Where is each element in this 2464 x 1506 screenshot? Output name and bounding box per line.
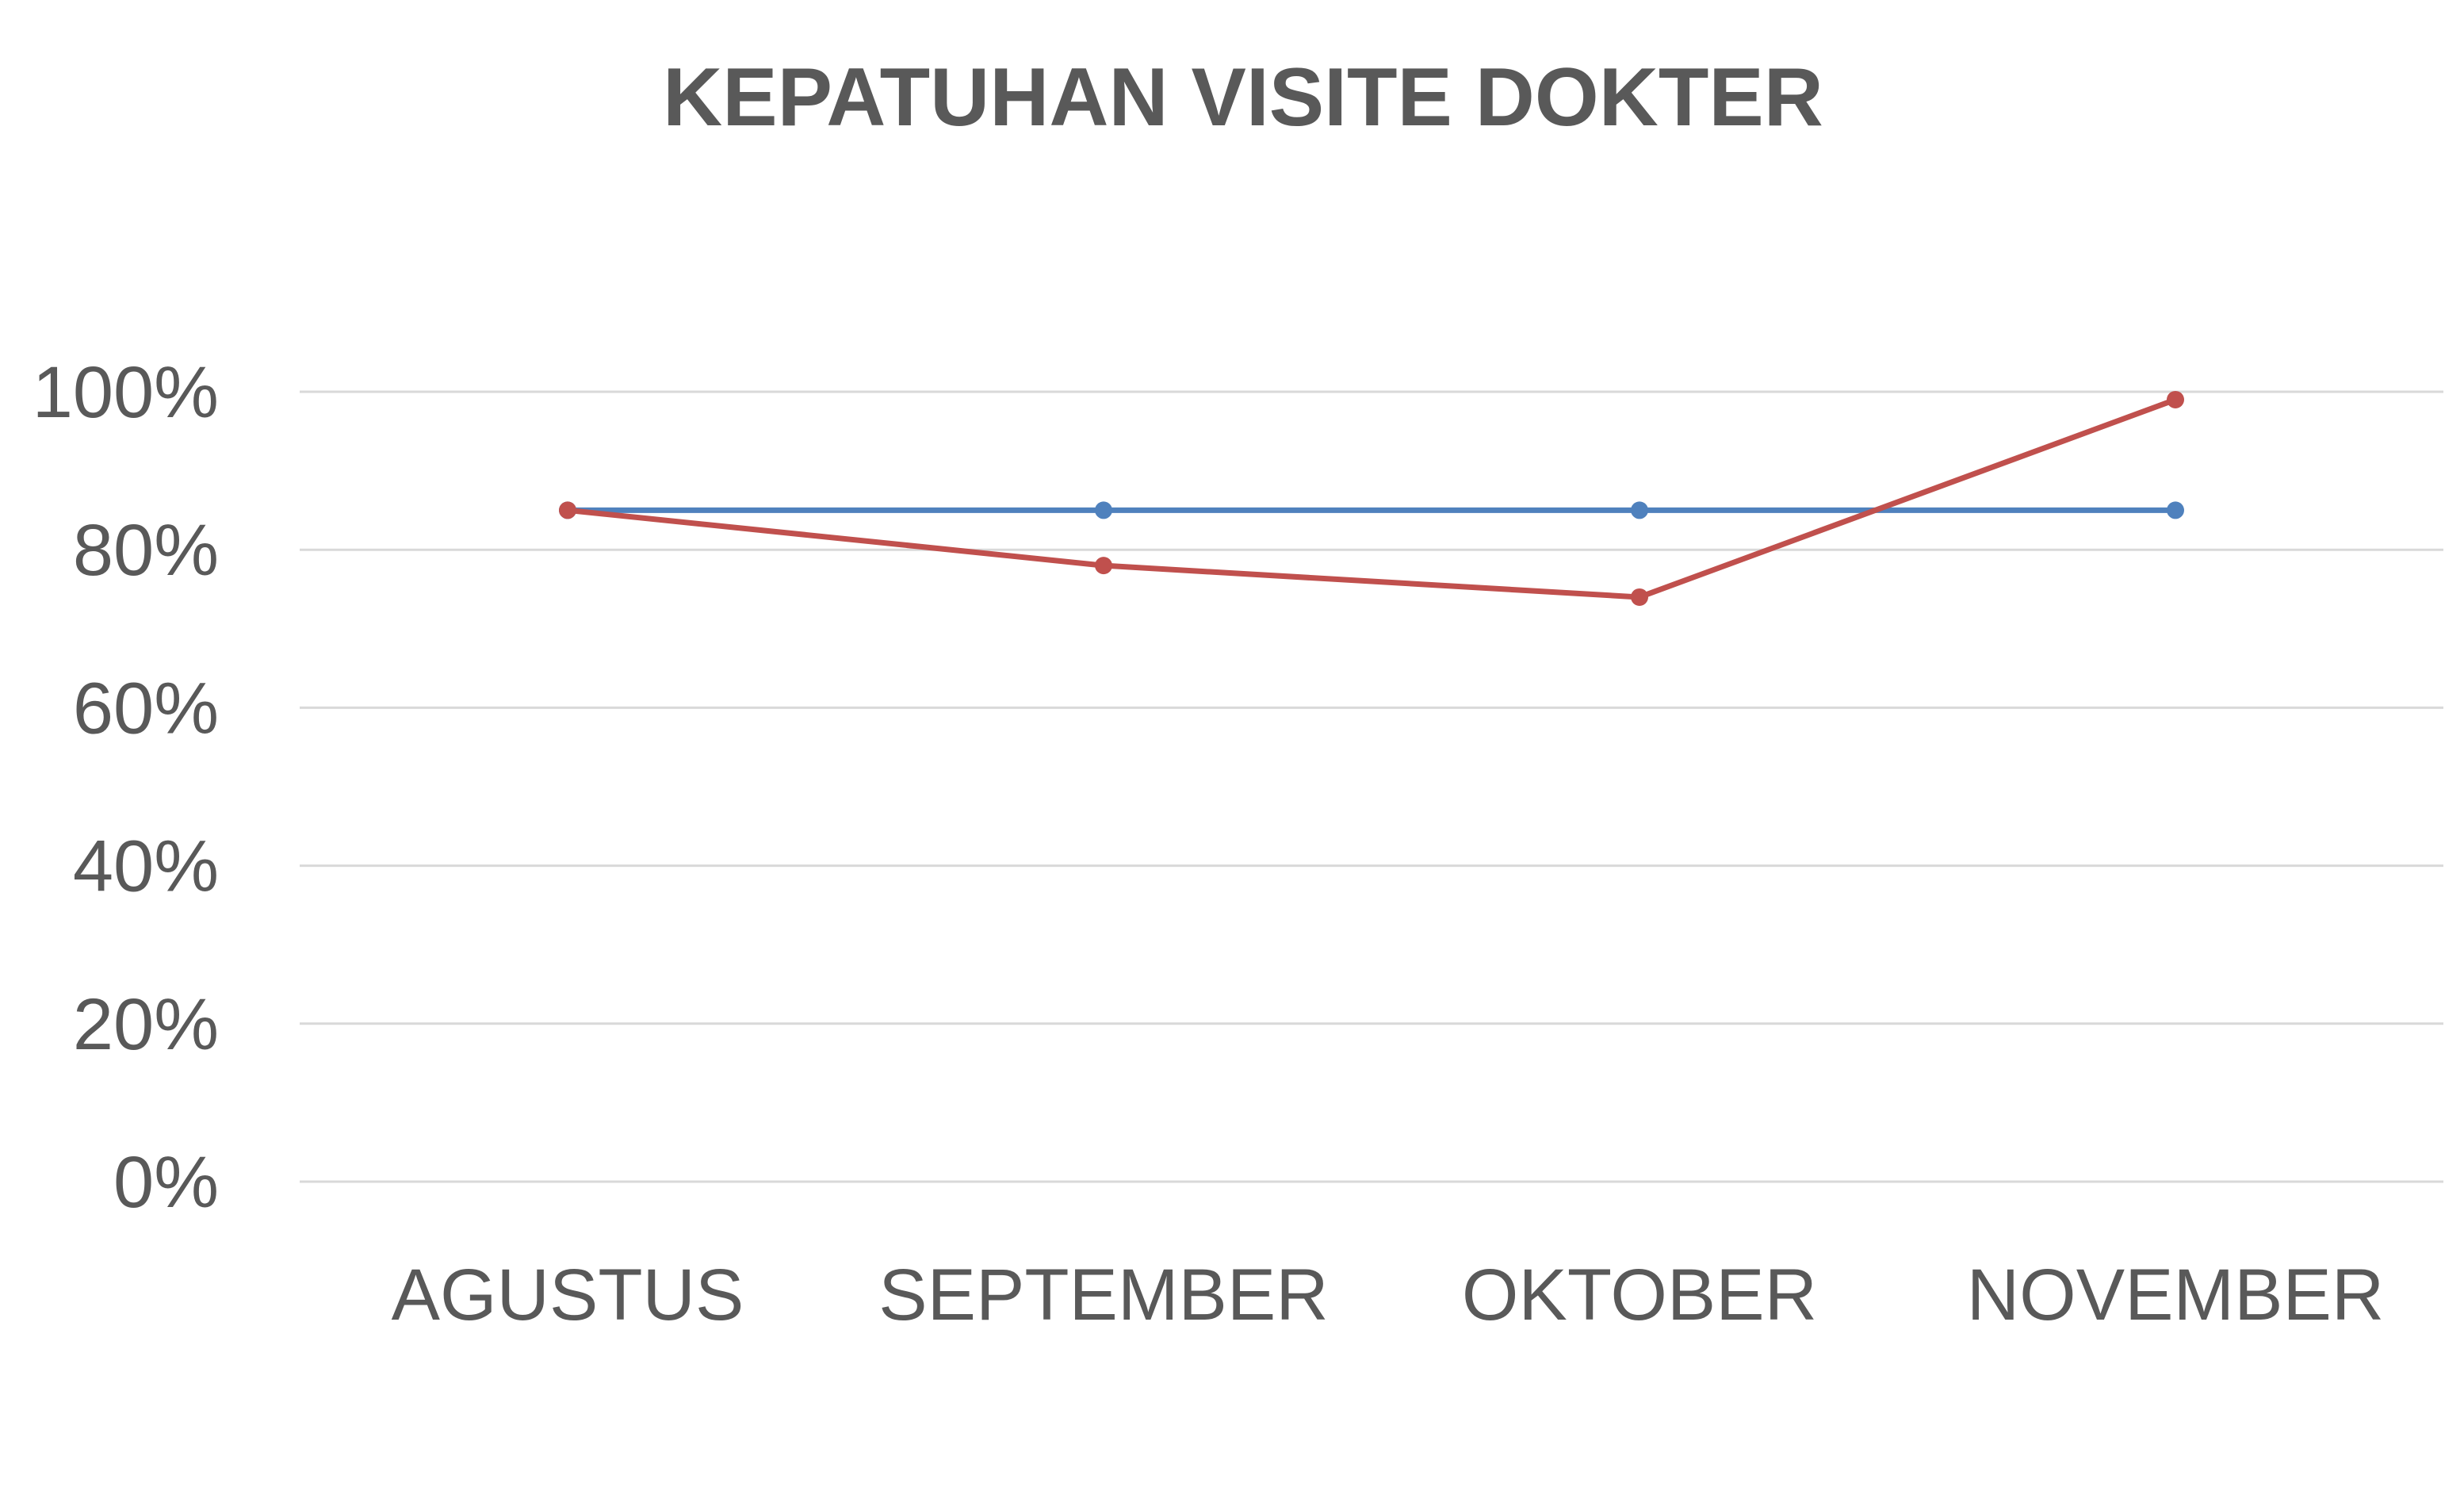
series-2-point (1095, 557, 1112, 575)
y-tick-label: 100% (33, 352, 219, 433)
series-2-point (2167, 390, 2184, 408)
y-tick-label: 40% (73, 826, 219, 907)
chart-title: KEPATUHAN VISITE DOKTER (663, 52, 1823, 144)
series-1-point (1095, 501, 1112, 519)
y-tick-label: 60% (73, 668, 219, 749)
y-tick-label: 80% (73, 510, 219, 591)
series-1-point (2167, 501, 2184, 519)
x-tick-label: NOVEMBER (1967, 1255, 2385, 1335)
gridlines (300, 390, 2443, 1183)
series-line-2 (564, 397, 2179, 600)
x-axis-tick-labels: AGUSTUS SEPTEMBER OKTOBER NOVEMBER (392, 1255, 2385, 1335)
y-tick-label: 0% (113, 1142, 219, 1223)
series-markers (559, 390, 2184, 606)
series-lines (564, 397, 2179, 600)
series-1-point (1631, 501, 1648, 519)
x-tick-label: SEPTEMBER (878, 1255, 1328, 1335)
y-tick-label: 20% (73, 984, 219, 1065)
series-2-point (1631, 588, 1648, 606)
series-2-point (559, 501, 576, 519)
y-axis-tick-labels: 0% 20% 40% 60% 80% 100% (33, 352, 219, 1223)
x-tick-label: AGUSTUS (392, 1255, 744, 1335)
x-tick-label: OKTOBER (1462, 1255, 1817, 1335)
